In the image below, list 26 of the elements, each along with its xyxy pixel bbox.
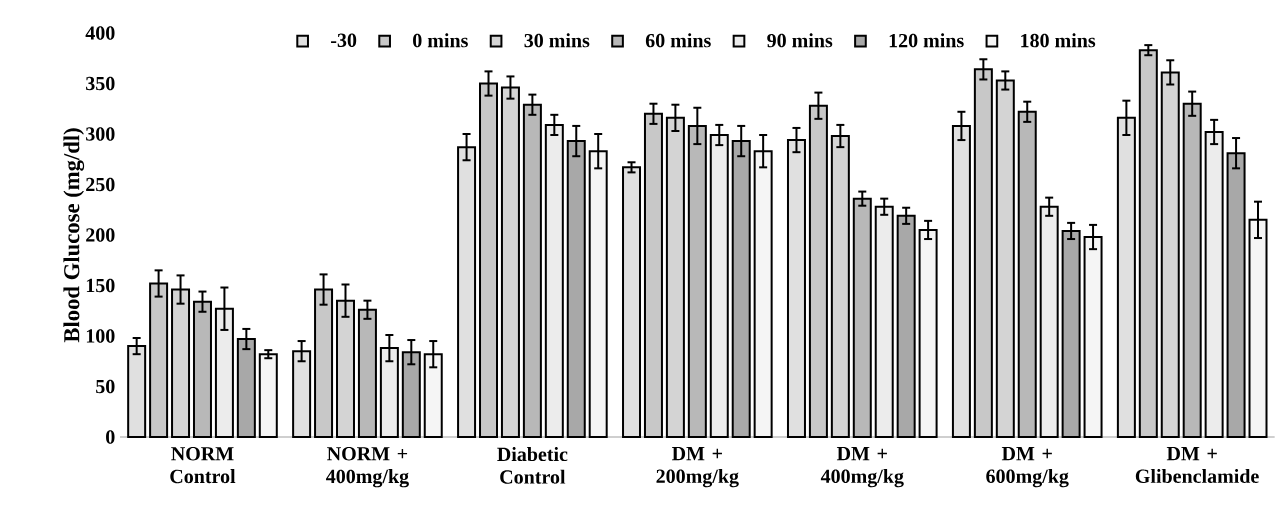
y-tick-label: 350	[86, 76, 115, 91]
legend-label: 30 mins	[524, 33, 590, 48]
y-tick-label: 250	[86, 177, 115, 192]
legend-label: 120 mins	[889, 33, 964, 48]
legend-label: 180 mins	[1021, 33, 1096, 48]
x-tick-label: NORM + 400mg/kg	[326, 447, 409, 488]
x-tick-label: Diabetic Control	[497, 447, 568, 484]
legend-label: 90 mins	[767, 33, 833, 48]
y-tick-label: 200	[86, 228, 115, 242]
y-axis-title: Blood Glucose (mg/dl)	[63, 128, 85, 343]
bar	[622, 166, 642, 438]
y-tick-label: 150	[86, 278, 115, 293]
legend-label: 60 mins	[645, 33, 711, 48]
legend-label: -30	[331, 33, 357, 48]
y-tick-label: 50	[96, 379, 115, 394]
y-tick-label: 0	[106, 430, 115, 444]
y-tick-label: 100	[86, 329, 115, 343]
x-tick-label: DM + 400mg/kg	[820, 447, 904, 488]
x-tick-label: DM + 200mg/kg	[656, 447, 739, 488]
y-tick-label: 300	[86, 127, 115, 141]
bar	[258, 353, 278, 438]
x-tick-label: NORM Control	[170, 447, 236, 484]
x-tick-label: DM + 600mg/kg	[986, 447, 1069, 488]
y-tick-label: 400	[85, 26, 115, 40]
legend-label: 0 mins	[413, 33, 468, 48]
x-tick-label: DM + Glibenclamide	[1135, 447, 1259, 483]
